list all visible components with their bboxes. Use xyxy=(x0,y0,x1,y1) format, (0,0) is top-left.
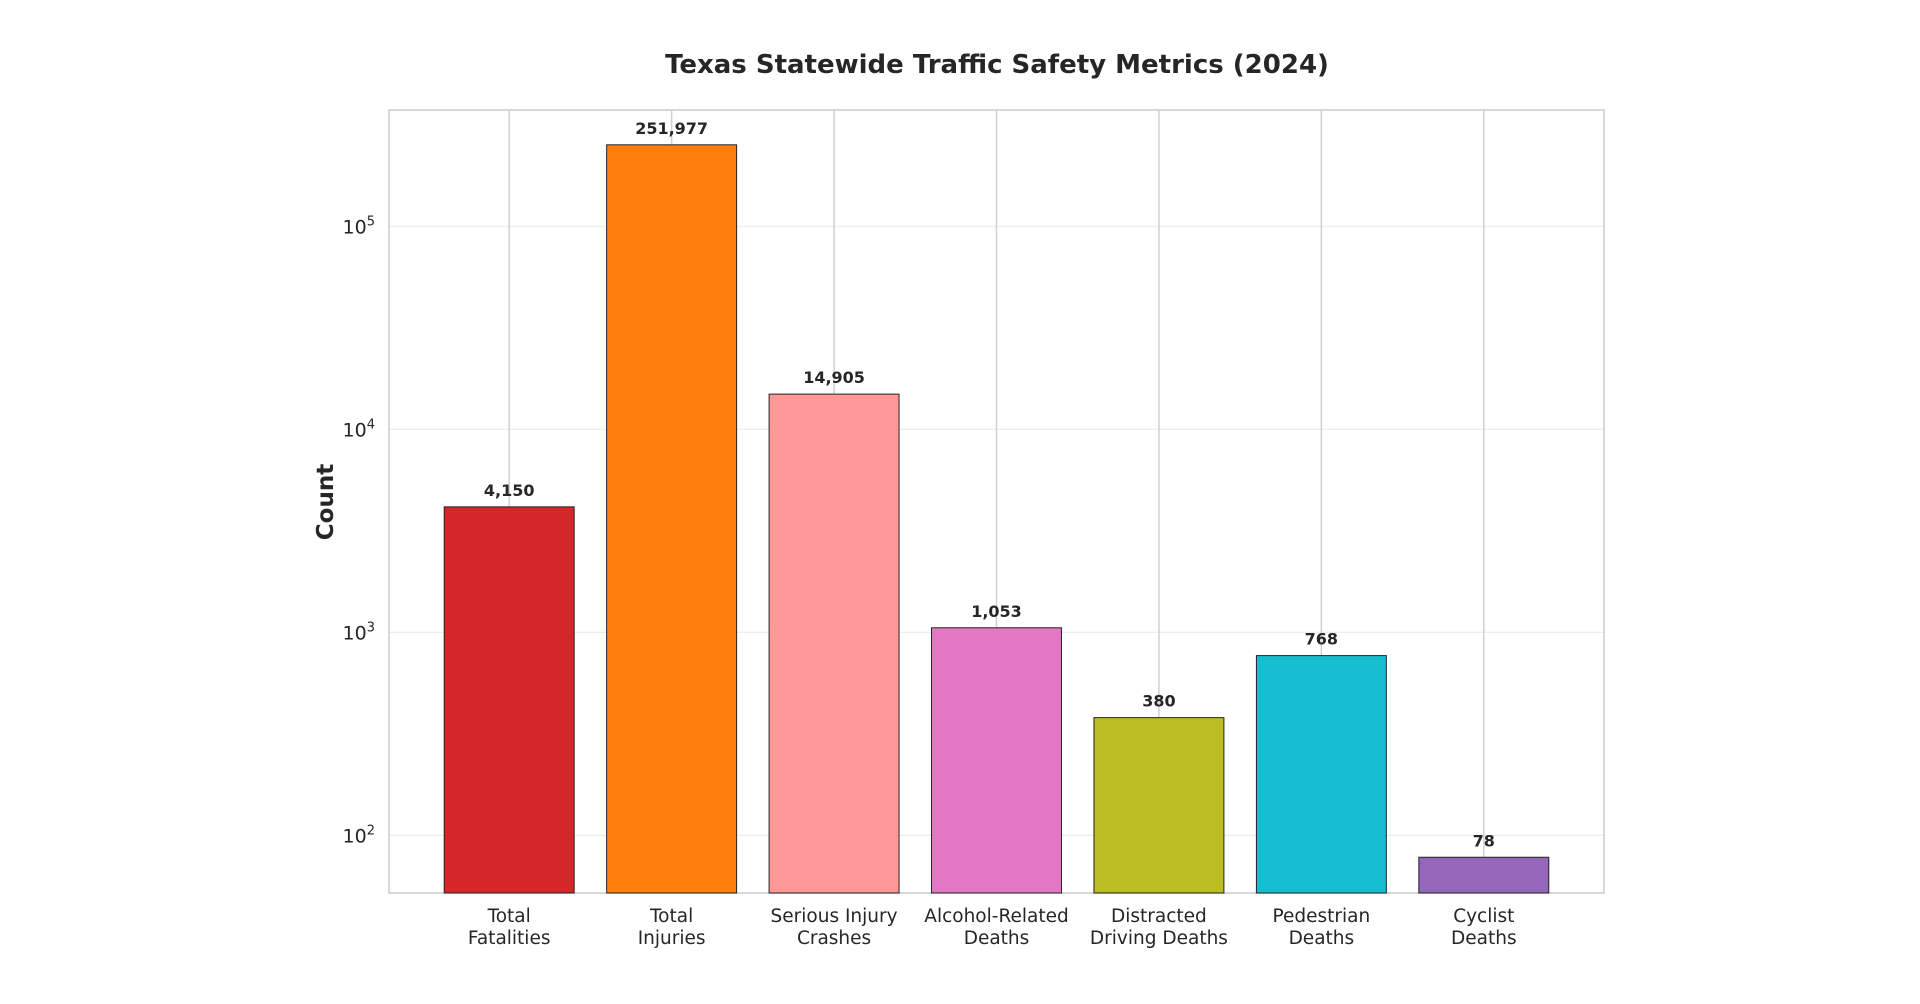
x-tick-label: Deaths xyxy=(964,928,1030,949)
bar xyxy=(1418,856,1550,894)
y-tick-label: 105 xyxy=(343,214,375,238)
bar-value-label: 1,053 xyxy=(971,602,1022,621)
bar-value-label: 768 xyxy=(1305,630,1338,649)
y-tick-label: 102 xyxy=(343,823,375,847)
bar-value-label: 4,150 xyxy=(484,481,535,500)
y-axis-label: Count xyxy=(313,464,339,540)
bar xyxy=(443,506,575,894)
x-tick-label: Driving Deaths xyxy=(1090,928,1228,949)
bar xyxy=(1255,655,1387,894)
chart-title: Texas Statewide Traffic Safety Metrics (… xyxy=(665,50,1329,80)
x-tick-label: Deaths xyxy=(1289,928,1355,949)
bar xyxy=(768,393,900,894)
y-tick-label: 104 xyxy=(343,417,375,441)
x-tick-label: Distracted xyxy=(1111,906,1207,927)
bar xyxy=(931,627,1062,894)
bar-value-label: 78 xyxy=(1473,831,1495,850)
x-tick-label: Crashes xyxy=(797,928,871,949)
bar-value-label: 251,977 xyxy=(635,119,708,138)
bar-value-label: 380 xyxy=(1142,692,1175,711)
bar xyxy=(606,144,738,894)
x-tick-label: Alcohol-Related xyxy=(924,906,1068,927)
x-tick-label: Total xyxy=(487,906,531,927)
bar xyxy=(1093,717,1225,894)
x-tick-label: Serious Injury xyxy=(771,906,898,927)
bar-value-label: 14,905 xyxy=(803,368,865,387)
x-tick-label: Total xyxy=(649,906,693,927)
x-tick-label: Fatalities xyxy=(468,928,551,949)
x-tick-label: Pedestrian xyxy=(1273,906,1371,927)
y-tick-label: 103 xyxy=(343,620,375,644)
x-tick-label: Injuries xyxy=(638,928,706,949)
x-tick-label: Deaths xyxy=(1451,928,1517,949)
x-tick-label: Cyclist xyxy=(1453,906,1514,927)
